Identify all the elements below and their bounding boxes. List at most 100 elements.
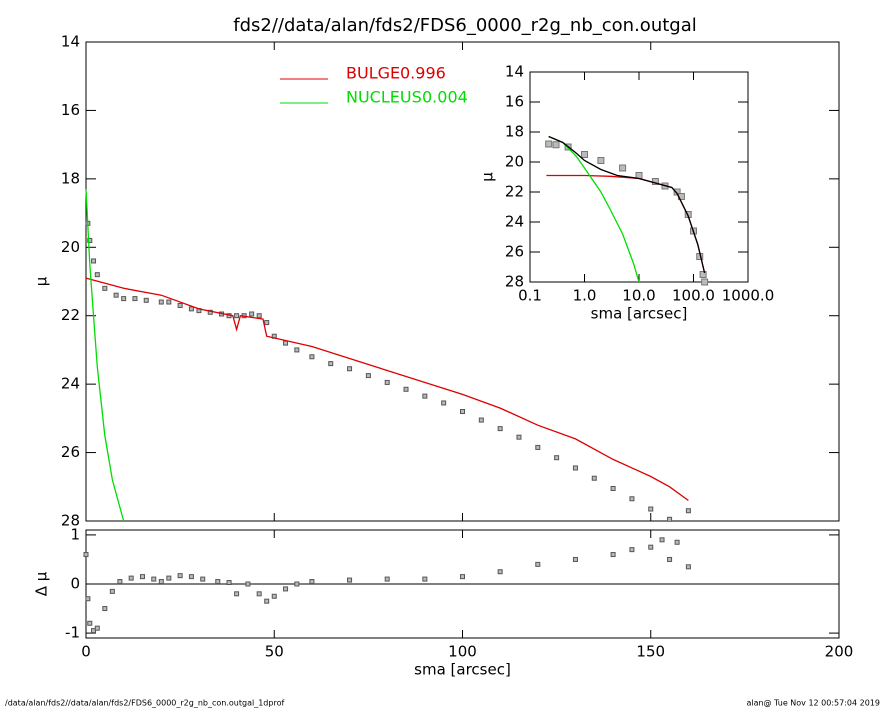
footer-right: alan@ Tue Nov 12 00:57:04 2019 [746,699,880,708]
data-point [516,434,522,440]
data-point [87,620,93,626]
data-point [245,581,251,587]
x-tick-label: 0.1 [518,287,542,305]
data-point [422,576,428,582]
y-tick-label: -1 [65,624,80,642]
legend-value: 0.004 [422,88,468,107]
data-point [283,340,289,346]
y-axis-label: μ [33,276,51,286]
data-point [109,588,115,594]
y-tick-label: 24 [61,375,80,393]
data-point [85,596,91,602]
y-tick-label: 28 [61,512,80,530]
data-point [581,151,588,158]
y-tick-label: 16 [505,93,524,111]
data-point [674,539,680,545]
y-tick-label: 0 [70,575,80,593]
y-tick-label: 16 [61,101,80,119]
y-tick-label: 26 [61,443,80,461]
data-point [113,292,119,298]
data-point [226,580,232,586]
data-point [460,409,465,415]
data-point [648,544,654,550]
data-point [87,237,93,243]
y-tick-label: 20 [61,238,80,256]
data-point [177,302,183,308]
y-tick-label: 14 [61,33,80,51]
data-point [384,379,390,385]
profile-line [548,135,640,283]
data-point [215,579,221,585]
data-point [200,576,206,582]
data-point [249,311,255,317]
y-tick-label: 22 [61,306,80,324]
y-tick-label: 18 [505,123,524,141]
data-point [659,537,665,543]
data-point [497,569,503,575]
data-point [629,547,635,553]
data-point [572,465,578,471]
data-point [234,591,240,597]
data-point [166,575,172,581]
data-point [701,278,709,286]
data-point [283,586,289,592]
x-tick-label: 10.0 [622,287,655,305]
y-tick-label: 26 [505,243,524,261]
data-point [441,400,447,406]
data-point [572,556,578,562]
x-tick-label: 100 [448,643,477,661]
x-tick-label: 100.0 [672,287,715,305]
data-point [422,393,428,399]
data-point [234,313,240,319]
data-point [673,188,681,196]
data-point [264,598,270,604]
data-point [207,309,213,315]
profile-line [548,135,706,274]
x-axis-label: sma [arcsec] [414,661,511,679]
data-point [102,285,108,291]
data-point [552,141,560,149]
data-point [699,271,707,278]
y-tick-label: 22 [505,183,524,201]
data-point [264,320,270,326]
data-point [497,426,503,432]
data-point [294,581,300,587]
y-tick-label: 14 [505,63,524,81]
y-tick-label: 24 [505,213,524,231]
data-point [478,417,484,423]
data-point [685,508,691,514]
y-tick-label: 28 [505,273,524,291]
x-tick-label: 1000.0 [722,287,775,305]
data-point [121,296,127,302]
footer-left: /data/alan/fds2//data/alan/fds2/FDS6_000… [5,699,284,708]
data-point [188,574,194,580]
data-point [629,496,635,502]
data-point [347,366,353,372]
data-point [591,475,597,481]
data-point [384,576,390,582]
data-point [667,516,673,522]
x-tick-label: 150 [636,643,665,661]
x-tick-label: 1.0 [573,287,597,305]
data-point [554,455,560,461]
data-point [91,258,97,264]
data-point [188,306,194,312]
data-point [158,579,164,585]
data-point [117,579,123,585]
data-point [648,506,654,512]
data-point [667,556,673,562]
data-point [256,591,262,597]
data-point [597,157,605,164]
chart-title: fds2//data/alan/fds2/FDS6_0000_r2g_nb_co… [233,15,697,36]
profile-line [85,277,689,502]
data-point [309,579,315,585]
data-point [143,297,149,303]
data-point [347,577,353,583]
data-point [545,140,553,148]
data-point [94,625,100,631]
data-point [685,564,691,570]
data-point [309,354,315,360]
data-point [535,444,541,450]
data-point [610,485,616,491]
